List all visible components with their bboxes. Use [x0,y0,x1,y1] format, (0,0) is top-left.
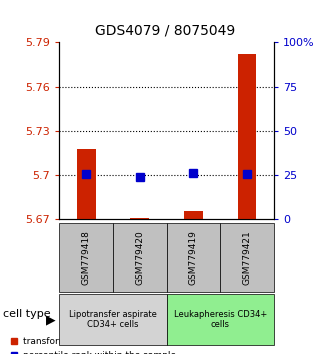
Text: GSM779419: GSM779419 [189,230,198,285]
Bar [130,218,149,219]
Text: Lipotransfer aspirate
CD34+ cells: Lipotransfer aspirate CD34+ cells [69,310,157,329]
Legend: transformed count, percentile rank within the sample: transformed count, percentile rank withi… [6,334,180,354]
Bar [238,54,256,219]
Text: ▶: ▶ [46,313,56,326]
Text: Leukapheresis CD34+
cells: Leukapheresis CD34+ cells [174,310,267,329]
Text: GSM779418: GSM779418 [82,230,91,285]
Bar [184,211,203,219]
Text: GDS4079 / 8075049: GDS4079 / 8075049 [95,23,235,37]
Text: cell type: cell type [3,309,51,319]
Bar [77,149,96,219]
Text: GSM779420: GSM779420 [135,230,144,285]
Text: GSM779421: GSM779421 [243,230,251,285]
